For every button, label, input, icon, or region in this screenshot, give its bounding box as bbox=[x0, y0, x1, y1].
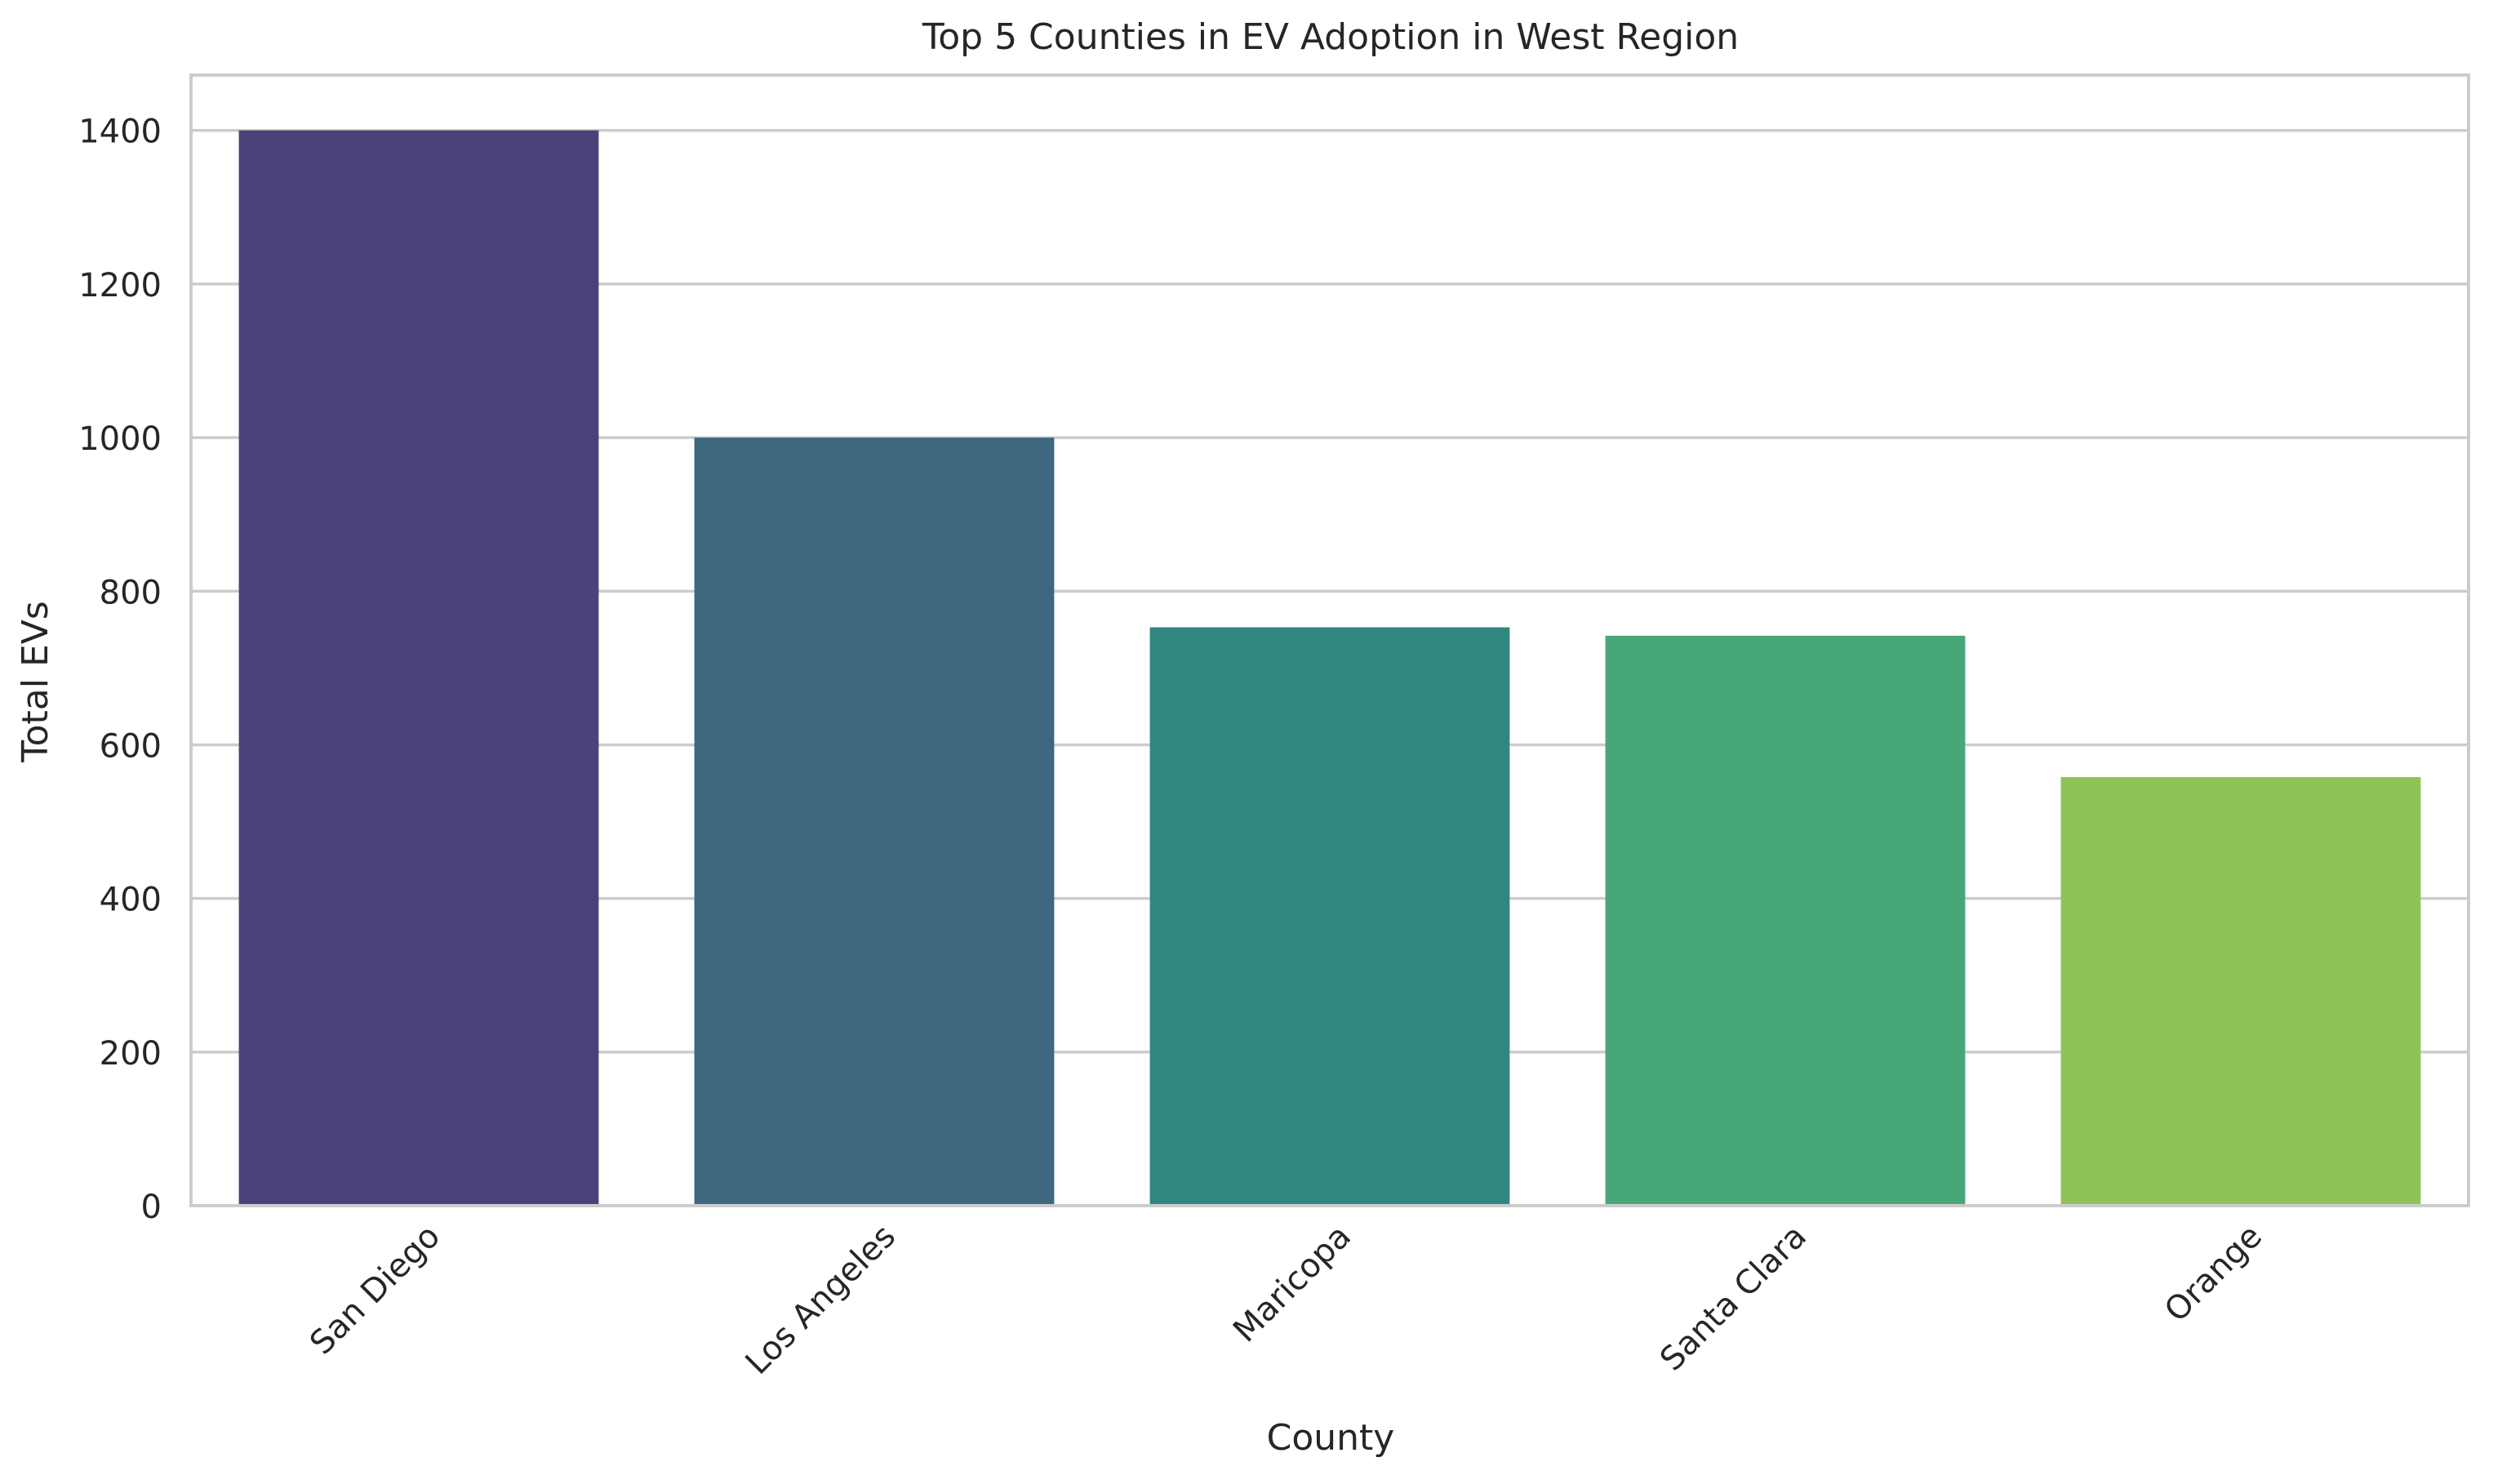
y-tick-label: 200 bbox=[100, 1035, 162, 1073]
y-tick-label: 600 bbox=[100, 727, 162, 765]
bar-maricopa bbox=[1149, 627, 1510, 1206]
y-axis-label: Total EVs bbox=[15, 601, 56, 763]
y-tick-label: 400 bbox=[100, 882, 162, 919]
y-tick-label: 800 bbox=[100, 574, 162, 611]
bar-los-angeles bbox=[694, 438, 1055, 1206]
bar-santa-clara bbox=[1605, 635, 1966, 1206]
bar-orange bbox=[2060, 776, 2421, 1206]
bars bbox=[238, 130, 2421, 1206]
y-tick-label: 0 bbox=[141, 1189, 162, 1226]
y-tick-labels: 0 200 400 600 800 1000 1200 1400 bbox=[78, 113, 162, 1226]
plot-frame bbox=[189, 73, 2470, 1207]
y-tick-label: 1200 bbox=[78, 267, 162, 304]
x-axis-label: County bbox=[1267, 1417, 1395, 1459]
bar-san-diego bbox=[238, 130, 599, 1206]
y-tick-label: 1000 bbox=[78, 420, 162, 458]
y-tick-label: 1400 bbox=[78, 113, 162, 151]
plot-border bbox=[189, 73, 2470, 1207]
chart-title: Top 5 Counties in EV Adoption in West Re… bbox=[922, 16, 1739, 58]
